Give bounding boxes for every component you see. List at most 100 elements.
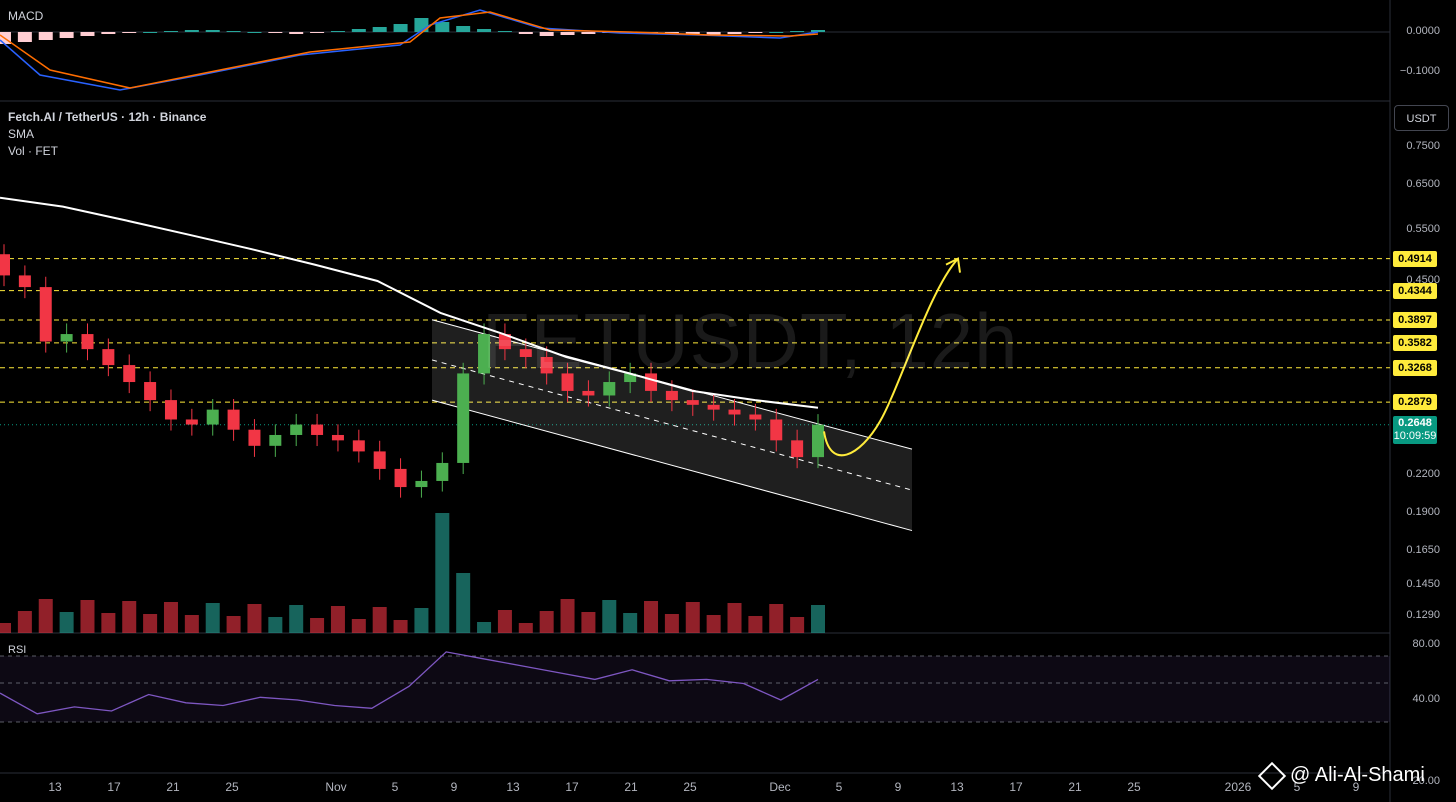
time-axis-tick: 17 xyxy=(565,780,579,794)
time-axis-tick: 9 xyxy=(894,780,902,794)
candle-body xyxy=(311,424,324,435)
macd-histogram-bar xyxy=(769,32,784,33)
time-axis-tick: 9 xyxy=(1352,780,1360,794)
volume-bar xyxy=(226,616,241,633)
candle-body xyxy=(457,373,470,463)
macd-histogram-bar xyxy=(581,32,596,34)
macd-histogram-bar xyxy=(748,32,763,33)
volume-bar xyxy=(435,513,450,633)
macd-histogram-bar xyxy=(456,26,471,32)
volume-bar xyxy=(393,620,408,633)
price-axis-tick: 0.1650 xyxy=(1406,544,1440,556)
time-axis-tick: 5 xyxy=(391,780,399,794)
author-credit: @ Ali-Al-Shami xyxy=(1257,761,1425,790)
candle-body xyxy=(603,382,616,396)
macd-histogram-bar xyxy=(330,31,345,32)
rsi-band xyxy=(0,656,1390,722)
macd-title: MACD xyxy=(8,9,44,23)
macd-histogram-bar xyxy=(477,29,492,32)
volume-bar xyxy=(414,608,429,633)
price-axis-tick: 0.6500 xyxy=(1406,178,1440,190)
candle-body xyxy=(394,468,407,488)
time-axis-tick: 21 xyxy=(1068,780,1082,794)
macd-histogram-bar xyxy=(372,27,387,32)
macd-histogram-bar xyxy=(163,31,178,32)
macd-histogram-bar xyxy=(205,30,220,32)
current-price-tag: 0.2648 10:09:59 xyxy=(1393,416,1437,444)
price-level-tag: 0.3897 xyxy=(1393,312,1437,328)
macd-histogram-bar xyxy=(518,32,533,34)
price-axis-tick: 0.1900 xyxy=(1406,506,1440,518)
time-axis-tick: 25 xyxy=(225,780,239,794)
projection-arrowhead xyxy=(945,257,961,273)
volume-bar xyxy=(706,615,721,633)
price-level-tag: 0.3582 xyxy=(1393,334,1437,351)
candle-body xyxy=(686,400,699,405)
time-axis-tick: 5 xyxy=(835,780,843,794)
macd-axis-tick: 0.0000 xyxy=(1406,25,1440,37)
macd-histogram-bar xyxy=(351,29,366,32)
rsi-axis-tick: 40.00 xyxy=(1412,693,1440,705)
candle-body xyxy=(624,373,637,383)
candle-body xyxy=(290,424,303,435)
price-axis-tick: 0.1450 xyxy=(1406,578,1440,590)
macd-line xyxy=(0,9,819,91)
time-axis-tick: 5 xyxy=(1293,780,1301,794)
macd-signal-line xyxy=(0,11,819,89)
currency-unit-button[interactable]: USDT xyxy=(1394,105,1449,131)
candle-body xyxy=(478,334,491,374)
volume-bar xyxy=(790,617,805,633)
time-axis-tick: 2026 xyxy=(1224,780,1252,794)
price-axis-tick: 0.5500 xyxy=(1406,223,1440,235)
price-level-tag: 0.2879 xyxy=(1393,394,1437,411)
macd-histogram-bar xyxy=(38,32,53,40)
sma-indicator-label: SMA xyxy=(8,127,35,141)
candle-body xyxy=(728,409,741,415)
volume-bar xyxy=(811,605,825,633)
candle-body xyxy=(561,373,574,391)
candle-body xyxy=(707,404,720,410)
candle-body xyxy=(269,434,282,446)
time-axis-tick: 17 xyxy=(107,780,121,794)
candle-body xyxy=(39,287,52,342)
macd-histogram-bar xyxy=(247,32,262,33)
volume-bar xyxy=(17,611,32,633)
time-axis-tick: 17 xyxy=(1009,780,1023,794)
candle-body xyxy=(185,419,198,425)
candle-body xyxy=(373,451,386,469)
price-axis-tick: 0.7500 xyxy=(1406,140,1440,152)
candle-body xyxy=(436,462,449,481)
rsi-axis-tick: 20.00 xyxy=(1412,775,1440,787)
volume-bar xyxy=(268,617,283,633)
volume-bar xyxy=(351,619,366,633)
volume-bar xyxy=(664,614,679,633)
projection-arrow xyxy=(823,257,959,457)
candle-body xyxy=(791,440,804,458)
candle-body xyxy=(164,400,177,420)
volume-bar xyxy=(456,573,471,633)
volume-bar xyxy=(247,604,262,633)
candle-body xyxy=(0,254,10,276)
time-axis-tick: 13 xyxy=(48,780,62,794)
time-axis-tick: 25 xyxy=(1127,780,1141,794)
bar-countdown: 10:09:59 xyxy=(1393,430,1437,442)
volume-bar xyxy=(769,604,784,633)
volume-bar xyxy=(163,602,178,633)
candle-body xyxy=(331,434,344,441)
volume-bar xyxy=(560,599,575,633)
time-axis-tick: 21 xyxy=(166,780,180,794)
macd-histogram-bar xyxy=(80,32,95,36)
volume-bar xyxy=(539,611,554,633)
price-level-tag: 0.4914 xyxy=(1393,250,1437,267)
volume-bar xyxy=(581,612,596,633)
macd-histogram-bar xyxy=(226,31,241,32)
time-axis-tick: 13 xyxy=(950,780,964,794)
volume-bar xyxy=(497,610,512,633)
volume-bar xyxy=(477,622,492,633)
volume-bar xyxy=(623,613,638,633)
time-axis-tick: 21 xyxy=(624,780,638,794)
candle-body xyxy=(498,334,511,350)
price-axis-tick: 0.1290 xyxy=(1406,609,1440,621)
symbol-title: Fetch.AI / TetherUS · 12h · Binance xyxy=(8,110,207,124)
